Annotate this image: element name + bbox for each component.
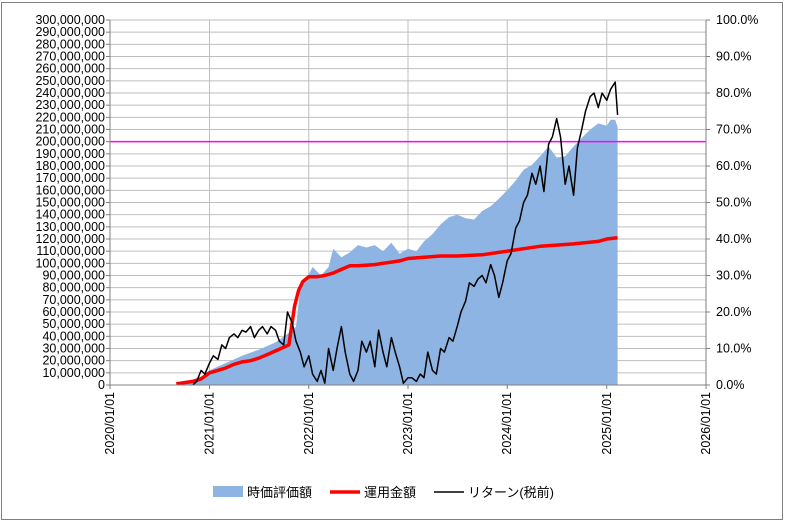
x-tick-label: 2021/01/01: [203, 392, 217, 455]
y-left-tick-label: 210,000,000: [35, 123, 105, 137]
y-left-tick-label: 280,000,000: [35, 37, 105, 51]
y-right-tick-label: 0.0%: [716, 378, 745, 392]
legend-swatch-market-value: [213, 486, 243, 497]
x-tick-label: 2022/01/01: [302, 392, 316, 455]
y-right-tick-label: 50.0%: [716, 196, 751, 210]
y-left-tick-label: 180,000,000: [35, 159, 105, 173]
y-left-tick-label: 90,000,000: [42, 269, 105, 283]
y-left-tick-label: 290,000,000: [35, 25, 105, 39]
legend-label: リターン(税前): [468, 485, 554, 500]
y-left-tick-label: 270,000,000: [35, 50, 105, 64]
y-left-tick-label: 200,000,000: [35, 135, 105, 149]
y-left-tick-label: 300,000,000: [35, 13, 105, 27]
y-left-tick-label: 40,000,000: [42, 329, 105, 343]
y-left-tick-label: 220,000,000: [35, 110, 105, 124]
y-right-tick-label: 70.0%: [716, 123, 751, 137]
y-left-tick-label: 110,000,000: [36, 244, 105, 258]
y-right-tick-label: 80.0%: [716, 86, 751, 100]
y-left-tick-label: 240,000,000: [35, 86, 105, 100]
y-right-tick-label: 30.0%: [716, 269, 751, 283]
x-tick-label: 2025/01/01: [600, 392, 614, 455]
series-line-invested-amount: [176, 236, 618, 386]
y-left-tick-label: 0: [98, 378, 105, 392]
legend-label: 運用金額: [364, 485, 416, 500]
y-left-tick-label: 160,000,000: [35, 183, 105, 197]
y-left-tick-label: 50,000,000: [42, 317, 105, 331]
y-right-tick-label: 40.0%: [716, 232, 751, 246]
y-left-tick-label: 250,000,000: [35, 74, 105, 88]
y-left-tick-label: 260,000,000: [35, 62, 105, 76]
y-right-tick-label: 20.0%: [716, 305, 751, 319]
y-right-tick-label: 90.0%: [716, 50, 751, 64]
y-right-tick-label: 60.0%: [716, 159, 751, 173]
y-left-tick-label: 10,000,000: [42, 366, 105, 380]
legend-label: 時価評価額: [247, 485, 312, 500]
y-left-tick-label: 230,000,000: [35, 98, 105, 112]
series-area-market-value: [176, 119, 618, 386]
y-left-tick-label: 170,000,000: [35, 171, 105, 185]
y-left-tick-label: 60,000,000: [42, 305, 105, 319]
x-tick-label: 2026/01/01: [699, 392, 713, 455]
y-left-tick-label: 150,000,000: [35, 196, 105, 210]
x-tick-label: 2020/01/01: [103, 392, 117, 455]
y-left-tick-label: 70,000,000: [42, 293, 105, 307]
y-right-tick-label: 100.0%: [716, 13, 758, 27]
y-left-tick-label: 190,000,000: [35, 147, 105, 161]
x-tick-label: 2024/01/01: [500, 392, 514, 455]
y-left-tick-label: 80,000,000: [42, 281, 105, 295]
y-left-tick-label: 100,000,000: [35, 256, 105, 270]
series-line-return: [192, 81, 619, 386]
y-left-tick-label: 130,000,000: [35, 220, 105, 234]
y-left-tick-label: 30,000,000: [42, 342, 105, 356]
y-left-tick-label: 20,000,000: [42, 354, 105, 368]
y-left-tick-label: 140,000,000: [35, 208, 105, 222]
y-right-tick-label: 10.0%: [716, 342, 751, 356]
x-tick-label: 2023/01/01: [401, 392, 415, 455]
y-left-tick-label: 120,000,000: [35, 232, 105, 246]
